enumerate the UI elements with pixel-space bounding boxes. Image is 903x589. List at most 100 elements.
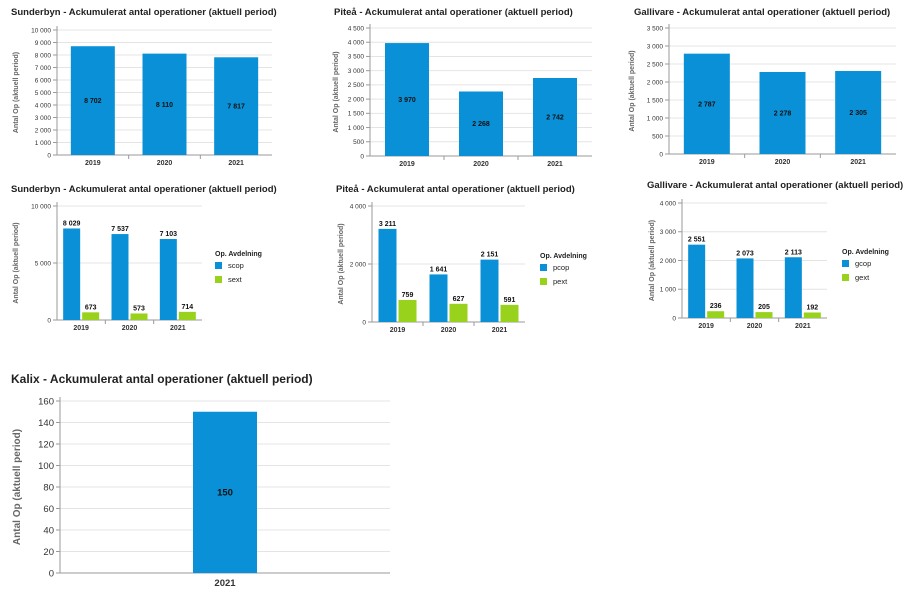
data-label: 2 305 — [849, 110, 867, 117]
y-tick-label: 2 000 — [647, 79, 664, 86]
bar-value-2019[interactable] — [683, 53, 730, 154]
bar-value-2021[interactable] — [533, 78, 577, 156]
y-tick-label: 160 — [38, 396, 54, 407]
bar-scop-2021[interactable] — [159, 239, 177, 320]
data-label: 2 551 — [688, 237, 706, 244]
bar-pcop-2019[interactable] — [378, 228, 397, 322]
bar-gcop-2019[interactable] — [688, 244, 706, 318]
data-label: 2 113 — [785, 249, 802, 256]
x-tick-label: 2021 — [795, 323, 811, 330]
legend-swatch-sext — [215, 276, 222, 283]
bar-value-2021[interactable] — [214, 57, 259, 155]
y-tick-label: 2 000 — [350, 261, 367, 268]
data-label: 150 — [217, 488, 233, 499]
chart-svg: Kalix - Ackumulerat antal operationer (a… — [11, 372, 390, 589]
x-tick-label: 2020 — [747, 323, 763, 330]
bar-pext-2019[interactable] — [398, 299, 417, 322]
y-tick-label: 1 000 — [35, 140, 52, 147]
bar-gcop-2020[interactable] — [736, 258, 754, 318]
bar-value-2021[interactable] — [835, 71, 882, 154]
legend-title: Op. Avdelning — [842, 249, 889, 256]
y-tick-label: 3 000 — [348, 68, 365, 75]
data-label: 2 278 — [774, 110, 792, 117]
y-tick-label: 7 000 — [35, 65, 52, 72]
y-tick-label: 2 000 — [348, 96, 365, 103]
x-tick-label: 2020 — [122, 325, 138, 332]
data-label: 8 702 — [84, 98, 102, 105]
y-tick-label: 3 000 — [647, 43, 664, 50]
x-tick-label: 2020 — [157, 160, 173, 167]
chart-panel-sunderbyn-dept: Sunderbyn - Ackumulerat antal operatione… — [0, 172, 300, 340]
bar-pext-2021[interactable] — [500, 304, 519, 322]
x-tick-label: 2019 — [699, 159, 715, 166]
y-tick-label: 1 000 — [660, 287, 677, 294]
y-tick-label: 9 000 — [35, 40, 52, 47]
x-tick-label: 2021 — [170, 325, 186, 332]
bar-value-2020[interactable] — [459, 91, 503, 156]
y-tick-label: 20 — [43, 547, 54, 558]
data-label: 591 — [504, 297, 516, 304]
y-tick-label: 10 000 — [31, 203, 51, 210]
chart-title: Kalix - Ackumulerat antal operationer (a… — [11, 372, 313, 386]
y-axis-label: Antal Op (aktuell period) — [333, 51, 340, 132]
data-label: 236 — [710, 303, 722, 310]
legend-item-gext[interactable]: gext — [855, 273, 870, 282]
bar-gext-2021[interactable] — [803, 312, 821, 318]
bar-value-2020[interactable] — [759, 71, 806, 154]
chart-svg: Sunderbyn - Ackumulerat antal operatione… — [11, 184, 277, 332]
bar-sext-2021[interactable] — [178, 311, 196, 320]
bar-value-2021[interactable] — [193, 411, 257, 573]
data-label: 1 641 — [430, 266, 448, 273]
legend: Op. Avdelning gcop gext — [842, 249, 889, 282]
y-tick-label: 0 — [47, 317, 51, 324]
chart-panel-pitea-dept: Piteå - Ackumulerat antal operationer (a… — [300, 172, 600, 340]
y-tick-label: 500 — [652, 133, 663, 140]
bar-value-2019[interactable] — [70, 46, 115, 155]
data-label: 2 787 — [698, 101, 716, 108]
chart-svg: Piteå - Ackumulerat antal operationer (a… — [336, 184, 587, 334]
x-tick-label: 2019 — [399, 161, 415, 168]
y-tick-label: 3 500 — [647, 25, 664, 32]
chart-svg: Sunderbyn - Ackumulerat antal operatione… — [11, 7, 277, 167]
data-label: 759 — [402, 292, 414, 299]
bar-gext-2020[interactable] — [755, 312, 773, 318]
legend-item-pext[interactable]: pext — [553, 277, 568, 286]
legend-item-gcop[interactable]: gcop — [855, 259, 871, 268]
x-tick-label: 2020 — [441, 327, 457, 334]
bar-value-2019[interactable] — [385, 43, 429, 156]
chart-title: Piteå - Ackumulerat antal operationer (a… — [334, 7, 573, 18]
bar-gext-2019[interactable] — [707, 311, 725, 318]
legend-swatch-gext — [842, 274, 849, 281]
x-tick-label: 2021 — [850, 159, 866, 166]
x-tick-label: 2019 — [390, 327, 406, 334]
legend-item-sext[interactable]: sext — [228, 275, 243, 284]
legend-item-pcop[interactable]: pcop — [553, 263, 569, 272]
data-label: 2 268 — [472, 121, 490, 128]
x-tick-label: 2021 — [492, 327, 508, 334]
chart-title: Gallivare - Ackumulerat antal operatione… — [647, 180, 903, 191]
chart-panel-sunderbyn-total: Sunderbyn - Ackumulerat antal operatione… — [0, 0, 300, 172]
bar-scop-2020[interactable] — [111, 234, 129, 320]
y-tick-label: 0 — [47, 152, 51, 159]
bar-gcop-2021[interactable] — [784, 257, 802, 318]
data-label: 2 151 — [481, 252, 499, 259]
y-tick-label: 140 — [38, 418, 54, 429]
bar-sext-2020[interactable] — [130, 313, 148, 320]
data-label: 3 970 — [398, 97, 416, 104]
y-tick-label: 5 000 — [35, 260, 52, 267]
legend-item-scop[interactable]: scop — [228, 261, 244, 270]
bar-sext-2019[interactable] — [82, 312, 100, 320]
bar-pext-2020[interactable] — [449, 303, 468, 322]
y-tick-label: 4 000 — [660, 200, 677, 207]
y-tick-label: 3 000 — [35, 115, 52, 122]
bar-pcop-2020[interactable] — [429, 274, 448, 322]
y-tick-label: 100 — [38, 461, 54, 472]
bar-scop-2019[interactable] — [63, 228, 81, 320]
x-tick-label: 2020 — [775, 159, 791, 166]
y-tick-label: 1 000 — [348, 125, 365, 132]
bar-value-2020[interactable] — [142, 53, 187, 155]
y-tick-label: 2 000 — [660, 258, 677, 265]
chart-panel-gallivare-total: Gallivare - Ackumulerat antal operatione… — [600, 0, 903, 172]
bar-pcop-2021[interactable] — [480, 259, 499, 322]
data-label: 8 110 — [156, 102, 173, 109]
